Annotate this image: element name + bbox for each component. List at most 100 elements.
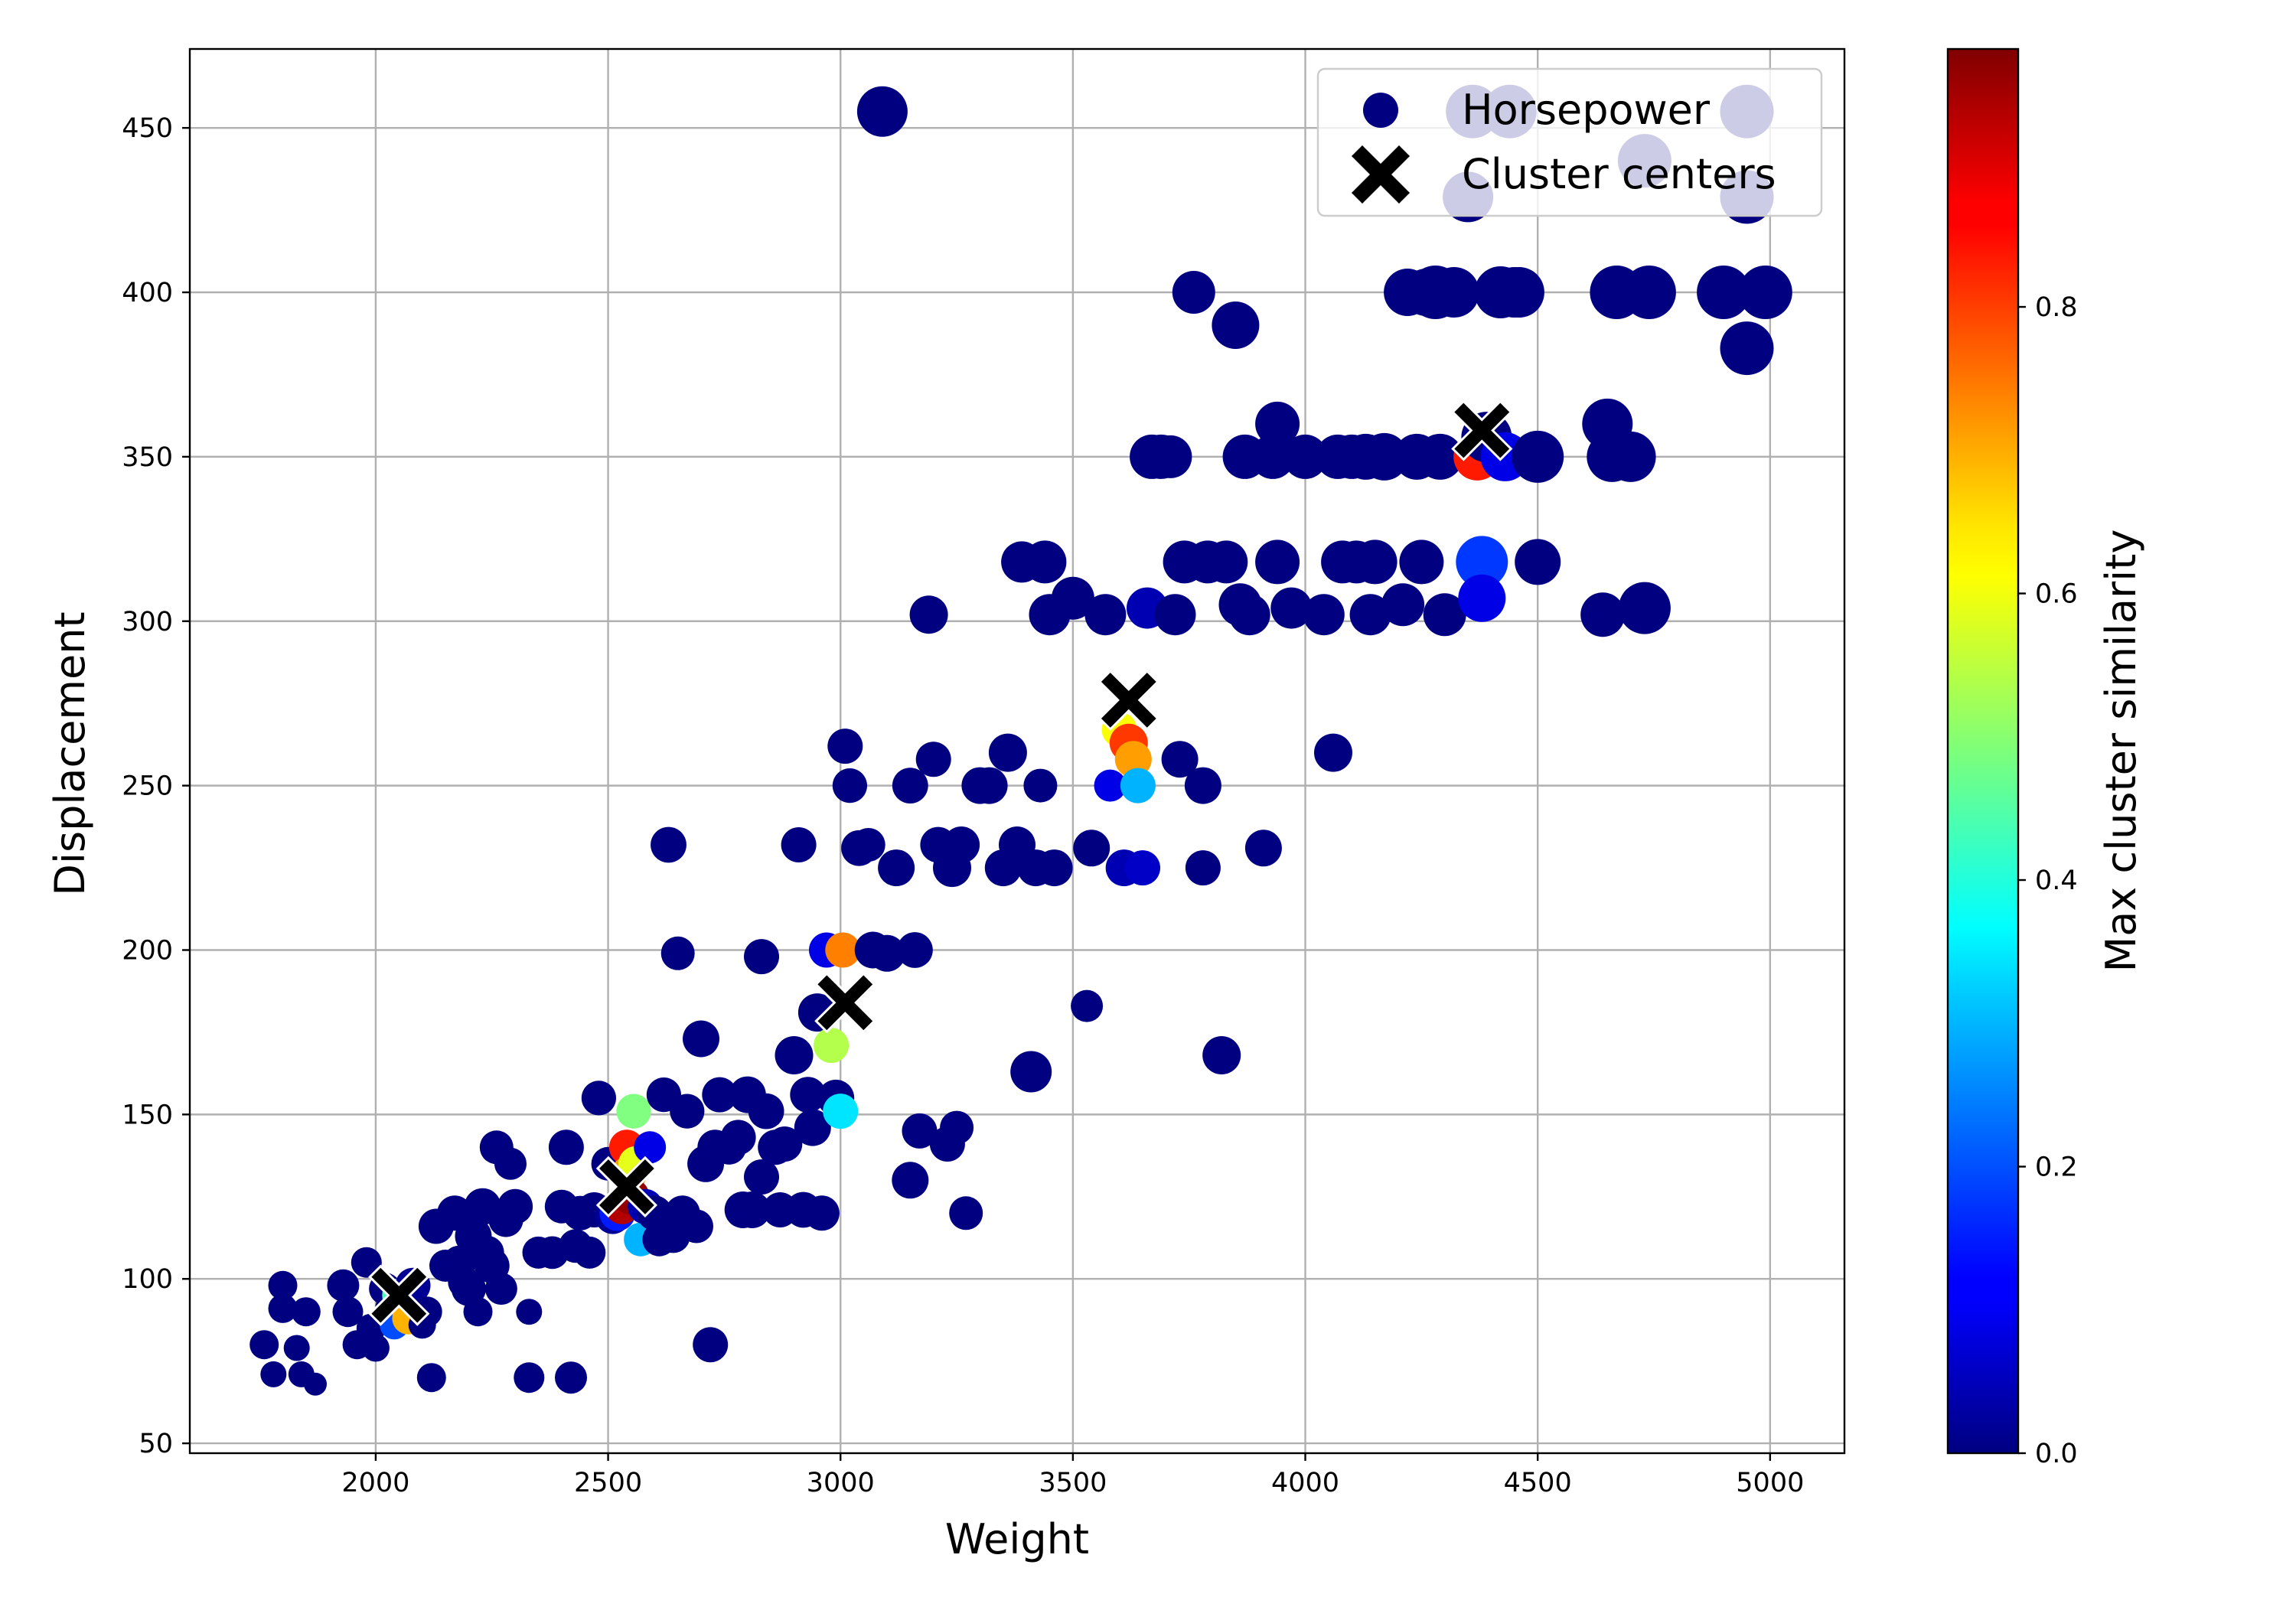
scatter-point: [332, 1296, 364, 1328]
legend-marker-horsepower: [1363, 93, 1398, 128]
scatter-point: [702, 1077, 738, 1113]
x-axis-ticks: 2000 2500 3000 3500 4000 4500 5000: [341, 1453, 1804, 1498]
scatter-point: [1605, 431, 1656, 482]
scatter-point: [361, 1334, 390, 1362]
scatter-point: [1417, 433, 1463, 480]
scatter-point: [516, 1299, 543, 1325]
scatter-point: [1512, 430, 1564, 483]
cluster-center-marker: [1097, 669, 1159, 732]
scatter-point: [1255, 401, 1300, 446]
scatter-point: [693, 1327, 729, 1363]
scatter-point: [804, 1195, 840, 1231]
legend-marker-cluster-centers: [1352, 145, 1410, 204]
scatter-point: [988, 733, 1027, 772]
x-tick-label: 2500: [574, 1468, 642, 1498]
scatter-point: [940, 1110, 974, 1145]
scatter-point: [1580, 592, 1626, 637]
scatter-point: [909, 595, 948, 634]
scatter-point: [1051, 576, 1094, 620]
y-tick-label: 300: [122, 607, 173, 637]
scatter-point: [1205, 540, 1248, 584]
scatter-point: [851, 828, 885, 862]
scatter-point: [1456, 536, 1508, 588]
cluster-center-marker: [595, 1156, 658, 1218]
scatter-point: [670, 1094, 705, 1129]
scatter-point: [1720, 321, 1774, 376]
y-tick-label: 400: [122, 278, 173, 308]
scatter-point: [304, 1372, 327, 1396]
scatter-point: [915, 742, 951, 777]
scatter-point: [856, 86, 908, 137]
scatter-point: [1073, 830, 1110, 867]
colorbar: [1948, 49, 2018, 1453]
legend-frame: [1316, 67, 1823, 217]
scatter-point: [878, 849, 915, 887]
scatter-point: [291, 1297, 321, 1327]
scatter-point: [1270, 587, 1313, 629]
scatter-point: [1251, 434, 1295, 479]
scatter-point: [1381, 583, 1425, 627]
scatter-point: [268, 1293, 298, 1323]
scatter-point: [463, 1297, 493, 1327]
scatter-point: [634, 1131, 667, 1164]
scatter-point: [1618, 582, 1671, 634]
x-tick-label: 3500: [1039, 1468, 1107, 1498]
scatter-point: [949, 1196, 983, 1231]
scatter-point: [1255, 539, 1300, 585]
scatter-point: [892, 1162, 929, 1199]
scatter-point: [832, 768, 867, 804]
scatter-point: [970, 767, 1008, 804]
scatter-point: [1023, 540, 1067, 584]
scatter-point: [823, 1094, 859, 1129]
scatter-point: [1202, 1036, 1241, 1074]
scatter-point: [514, 1362, 545, 1393]
colorbar-tick-label: 0.4: [2035, 865, 2078, 896]
scatter-point: [268, 1270, 298, 1300]
y-tick-label: 50: [139, 1429, 173, 1459]
scatter-point: [1120, 768, 1156, 804]
plot-frame: [188, 47, 1846, 1455]
scatter-point: [249, 1330, 279, 1360]
scatter-point: [416, 1363, 446, 1393]
scatter-point: [1244, 830, 1282, 867]
cluster-center-marker: [814, 972, 876, 1034]
scatter-point: [1084, 594, 1127, 636]
scatter-point: [548, 1129, 584, 1165]
colorbar-tick-label: 0.6: [2035, 579, 2078, 610]
scatter-point: [573, 1236, 606, 1269]
scatter-point: [744, 939, 779, 975]
scatter-points: [249, 84, 1792, 1396]
scatter-point: [1023, 768, 1058, 803]
x-tick-label: 4000: [1271, 1468, 1339, 1498]
scatter-point: [1458, 574, 1506, 622]
scatter-point: [733, 1191, 771, 1228]
scatter-point: [1094, 769, 1127, 802]
legend-label-horsepower: Horsepower: [1462, 86, 1711, 134]
scatter-point: [1352, 539, 1397, 585]
scatter-point: [660, 936, 695, 970]
y-axis-ticks: 50 100 150 200 250 300 350 400 450: [122, 113, 190, 1459]
scatter-point: [790, 1077, 827, 1113]
colorbar-frame: [1946, 47, 2020, 1455]
scatter-point: [1515, 539, 1561, 585]
scatter-point: [814, 1028, 850, 1064]
scatter-point: [1010, 1051, 1052, 1093]
scatter-point: [744, 1159, 779, 1195]
scatter-point: [1228, 594, 1270, 636]
scatter-point: [497, 1188, 533, 1224]
cluster-center-marker: [368, 1264, 430, 1326]
scatter-point: [794, 1109, 831, 1146]
scatter-point: [720, 1120, 756, 1156]
y-tick-label: 350: [122, 442, 173, 473]
scatter-point: [1184, 767, 1221, 804]
scatter-point: [260, 1361, 287, 1387]
cluster-center-marker: [1451, 399, 1513, 461]
scatter-point: [775, 1036, 814, 1074]
scatter-point: [902, 1113, 938, 1149]
scatter-point: [869, 934, 905, 972]
scatter-point: [1283, 434, 1328, 479]
scatter-point: [943, 826, 980, 863]
scatter-point: [825, 932, 861, 968]
scatter-point: [1423, 593, 1466, 637]
